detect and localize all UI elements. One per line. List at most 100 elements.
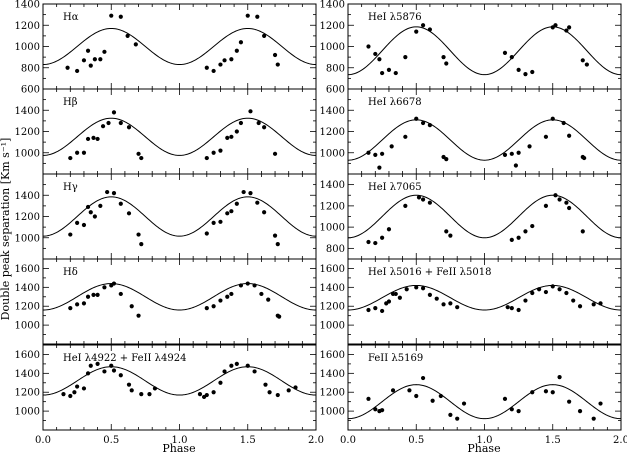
- data-point: [448, 233, 453, 238]
- y-tick-label: 1000: [320, 148, 345, 159]
- data-point: [550, 284, 555, 289]
- data-point: [275, 392, 280, 398]
- panel-title: Hδ: [63, 267, 78, 278]
- data-point: [118, 120, 123, 126]
- data-point: [502, 152, 508, 157]
- data-point: [591, 302, 596, 307]
- data-point: [557, 375, 562, 380]
- figure-ylabel: Double peak separation [Km s⁻¹]: [0, 138, 12, 321]
- x-tick-label: 1.5: [240, 435, 256, 446]
- data-point: [420, 286, 426, 291]
- data-point: [275, 242, 280, 247]
- data-point: [272, 52, 278, 58]
- x-tick-label: 0.5: [103, 435, 119, 446]
- data-point: [139, 155, 144, 161]
- data-point: [75, 150, 80, 155]
- data-point: [126, 125, 132, 130]
- data-point: [118, 201, 123, 206]
- data-point: [509, 151, 514, 156]
- y-tick-label: 1000: [15, 321, 40, 332]
- data-point: [564, 290, 569, 296]
- data-point: [81, 386, 87, 391]
- data-point: [211, 390, 216, 395]
- data-point: [68, 393, 73, 399]
- data-point: [272, 233, 278, 238]
- data-point: [102, 285, 107, 290]
- y-tick-label: 1400: [15, 283, 40, 294]
- fit-curve: [42, 366, 317, 396]
- data-point: [211, 150, 216, 155]
- y-tick-label: 1600: [15, 350, 40, 361]
- data-point: [380, 70, 385, 76]
- data-point: [293, 385, 298, 390]
- data-point: [373, 51, 378, 57]
- data-point: [582, 155, 587, 161]
- data-point: [136, 232, 141, 237]
- fit-curve: [347, 119, 622, 161]
- y-tick-label: 1200: [320, 302, 345, 313]
- data-point: [204, 392, 209, 398]
- data-point: [229, 134, 234, 139]
- data-point: [509, 55, 514, 60]
- y-tick-label: 1200: [15, 302, 40, 313]
- data-point: [393, 291, 398, 297]
- x-tick-label: 0.0: [35, 435, 51, 446]
- figure-xlabel-right: Phase: [467, 442, 500, 455]
- data-point: [567, 133, 572, 138]
- data-point: [102, 369, 107, 374]
- y-tick-label: 1000: [15, 148, 40, 159]
- x-tick-label: 1.5: [545, 435, 561, 446]
- y-tick-label: 1000: [15, 407, 40, 418]
- panel-right-1: 1000 1200 1400 HeI λ6678: [320, 88, 622, 175]
- data-point: [68, 155, 73, 161]
- y-tick-label: 1200: [320, 127, 345, 138]
- data-point: [427, 200, 432, 205]
- data-point: [266, 297, 271, 302]
- fit-curve: [347, 384, 622, 420]
- fit-curve: [347, 26, 622, 76]
- data-point: [245, 281, 250, 286]
- data-point: [553, 23, 558, 28]
- data-point: [380, 408, 385, 413]
- fit-curve: [42, 283, 317, 311]
- data-point: [386, 67, 392, 72]
- data-point: [441, 55, 446, 60]
- data-point: [95, 361, 100, 366]
- y-tick-label: 800: [326, 244, 345, 255]
- data-point: [386, 227, 392, 232]
- data-point: [147, 392, 152, 397]
- data-point: [580, 229, 585, 234]
- data-point: [380, 308, 385, 314]
- data-point: [85, 294, 91, 299]
- data-point: [204, 155, 209, 161]
- data-point: [259, 291, 264, 297]
- data-point: [502, 50, 508, 55]
- data-point: [102, 49, 107, 54]
- panel-right-0: 600 800 1000 1200 1400 HeI λ5876: [320, 0, 622, 96]
- data-point: [229, 363, 234, 368]
- y-tick-label: 800: [326, 63, 345, 74]
- data-point: [389, 144, 394, 149]
- data-point: [225, 211, 230, 216]
- data-point: [550, 390, 555, 395]
- data-point: [516, 67, 521, 72]
- data-point: [420, 375, 426, 381]
- data-point: [537, 287, 542, 292]
- y-tick-label: 1200: [320, 388, 345, 399]
- x-tick-label: 2.0: [308, 435, 324, 446]
- data-point: [252, 369, 257, 374]
- data-point: [564, 200, 569, 205]
- data-point: [557, 287, 562, 292]
- data-point: [444, 157, 449, 162]
- data-point: [577, 304, 583, 309]
- x-tick-label: 0.5: [408, 435, 424, 446]
- y-tick-label: 1400: [320, 369, 345, 380]
- y-tick-label: 1400: [320, 180, 345, 191]
- panel-title: HeI λ5016 + FeII λ5018: [368, 267, 491, 278]
- data-point: [513, 163, 518, 168]
- data-point: [105, 189, 110, 195]
- y-tick-label: 1000: [15, 233, 40, 244]
- data-point: [252, 283, 257, 288]
- data-point: [75, 302, 80, 307]
- data-point: [377, 165, 382, 170]
